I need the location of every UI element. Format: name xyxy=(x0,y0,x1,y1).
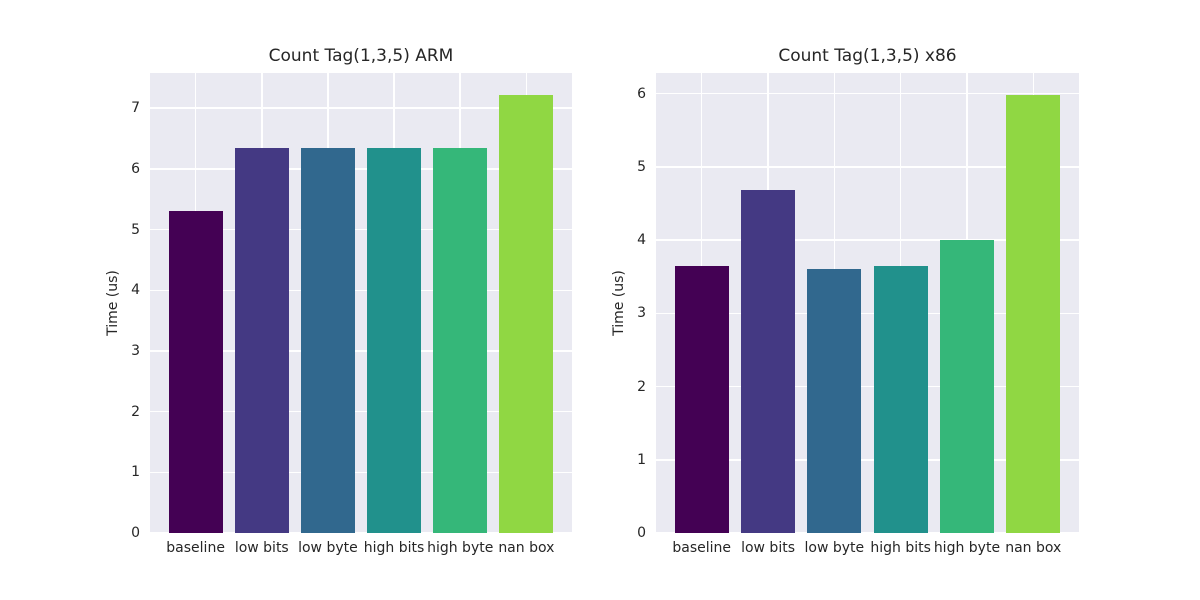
y-tick-label: 0 xyxy=(637,525,646,541)
v-gridline xyxy=(833,73,836,533)
x-tick-label: baseline xyxy=(166,540,225,556)
y-tick-label: 5 xyxy=(131,221,140,238)
y-tick-label: 5 xyxy=(637,158,646,175)
bar-low-bits xyxy=(741,190,796,533)
h-gridline xyxy=(656,385,1079,388)
v-gridline xyxy=(261,73,263,533)
chart-title: Count Tag(1,3,5) ARM xyxy=(268,46,454,66)
y-tick-label: 2 xyxy=(131,403,140,420)
y-tick-label: 3 xyxy=(131,342,140,359)
h-gridline xyxy=(150,532,572,534)
v-gridline xyxy=(525,73,528,533)
h-gridline xyxy=(150,350,572,352)
h-gridline xyxy=(150,289,572,292)
y-tick-label: 3 xyxy=(637,305,646,322)
bar-low-byte xyxy=(300,148,355,533)
x-tick-label: low byte xyxy=(298,540,358,556)
bar-high-bits xyxy=(367,148,422,533)
y-tick-label: 1 xyxy=(637,451,646,468)
y-tick-label: 6 xyxy=(637,85,646,102)
y-tick-label: 0 xyxy=(131,525,140,541)
v-gridline xyxy=(393,73,395,533)
x-tick-label: baseline xyxy=(672,540,732,556)
y-tick-label: 4 xyxy=(637,232,646,248)
v-gridline xyxy=(767,73,769,533)
bar-low-byte xyxy=(807,268,862,533)
h-gridline xyxy=(656,532,1079,534)
h-gridline xyxy=(656,459,1079,461)
bar-nan-box xyxy=(499,94,554,533)
h-gridline xyxy=(656,92,1079,95)
y-tick-label: 6 xyxy=(131,160,140,177)
x-tick-label: low bits xyxy=(234,540,289,556)
x-tick-label: high byte xyxy=(933,540,1001,556)
h-gridline xyxy=(656,312,1079,315)
x-tick-label: high bits xyxy=(870,540,931,556)
x-tick-label: low bits xyxy=(741,540,795,556)
bar-high-bits xyxy=(873,266,928,533)
y-axis-label: Time (us) xyxy=(105,270,121,336)
h-gridline xyxy=(150,410,572,413)
x-tick-label: nan box xyxy=(498,540,555,556)
h-gridline xyxy=(656,166,1079,168)
y-tick-label: 1 xyxy=(131,464,140,481)
y-tick-label: 7 xyxy=(131,100,140,117)
bar-baseline xyxy=(674,265,729,533)
x-tick-label: high bits xyxy=(363,540,425,556)
v-gridline xyxy=(1032,73,1034,533)
bar-high-byte xyxy=(939,240,994,533)
v-gridline xyxy=(327,73,329,533)
y-tick-label: 2 xyxy=(637,378,646,395)
plot-area xyxy=(150,73,572,534)
h-gridline xyxy=(150,228,572,231)
x-tick-label: low byte xyxy=(804,540,865,556)
chart-title: Count Tag(1,3,5) x86 xyxy=(778,46,957,66)
bar-baseline xyxy=(168,211,223,533)
bar-nan-box xyxy=(1006,94,1061,533)
y-tick-label: 4 xyxy=(131,282,140,299)
v-gridline xyxy=(700,73,703,533)
x-tick-label: nan box xyxy=(1005,540,1062,556)
v-gridline xyxy=(899,73,902,533)
bar-high-byte xyxy=(433,148,488,533)
x-tick-label: high byte xyxy=(427,540,494,556)
v-gridline xyxy=(459,73,461,533)
h-gridline xyxy=(150,107,572,109)
h-gridline xyxy=(150,168,572,170)
v-gridline xyxy=(966,73,968,533)
y-axis-label: Time (us) xyxy=(611,270,627,336)
bar-low-bits xyxy=(234,148,289,533)
v-gridline xyxy=(194,73,197,533)
h-gridline xyxy=(150,471,572,474)
plot-area xyxy=(656,73,1079,534)
h-gridline xyxy=(656,239,1079,241)
